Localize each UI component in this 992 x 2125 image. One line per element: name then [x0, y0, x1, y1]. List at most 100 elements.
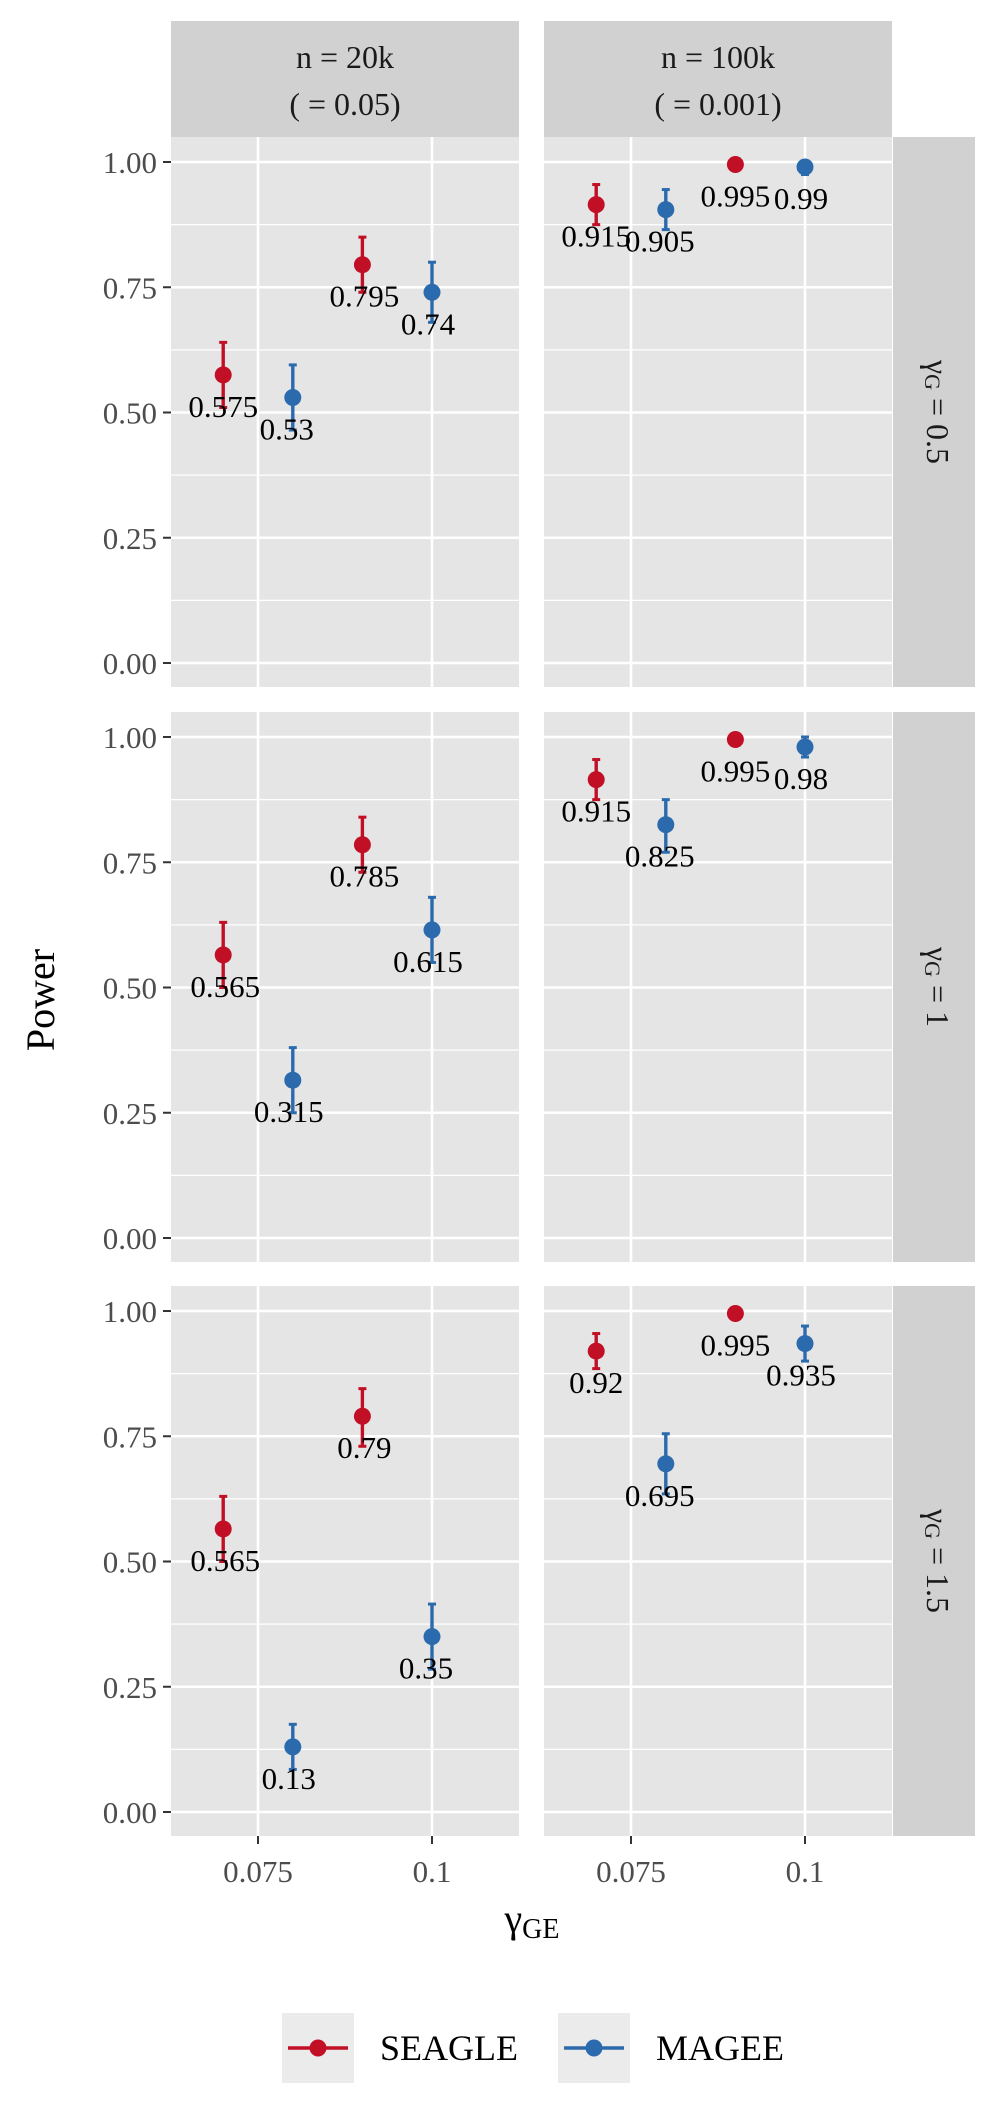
- seagle-point: [353, 836, 371, 854]
- magee-point: [796, 738, 814, 756]
- data-label: 0.915: [561, 794, 631, 829]
- x-tick-label: 0.1: [786, 1854, 825, 1889]
- y-tick-label: 0.00: [103, 1221, 157, 1256]
- data-label: 0.995: [701, 179, 771, 214]
- facet-strip-right-label: γG = 0.5: [920, 359, 956, 464]
- data-label: 0.565: [190, 1543, 260, 1578]
- magee-point-group: 0.615: [393, 895, 463, 979]
- magee-point: [657, 816, 675, 834]
- magee-point: [423, 1628, 441, 1646]
- legend-item-seagle: SEAGLE: [282, 2013, 518, 2083]
- magee-point-group: 0.315: [254, 1046, 324, 1129]
- seagle-point-group: 0.915: [561, 183, 631, 254]
- magee-point-group: 0.99: [774, 158, 828, 216]
- seagle-point-group: 0.575: [188, 340, 258, 424]
- data-label: 0.13: [262, 1761, 316, 1796]
- data-label: 0.785: [330, 859, 400, 894]
- seagle-point: [587, 1342, 605, 1360]
- magee-point-group: 0.74: [401, 260, 456, 341]
- y-tick-label: 0.00: [103, 1795, 157, 1830]
- seagle-point-group: 0.79: [337, 1387, 392, 1465]
- magee-point-group: 0.905: [625, 188, 695, 259]
- facet-panel: [171, 712, 519, 1262]
- seagle-point-group: 0.795: [330, 235, 400, 314]
- facet-panel: [171, 1286, 519, 1836]
- facet-strip-top-line1: n = 20k: [296, 39, 394, 75]
- seagle-point-group: 0.995: [701, 731, 771, 789]
- facet-strip-top-line1: n = 100k: [661, 39, 775, 75]
- seagle-point-group: 0.915: [561, 758, 631, 829]
- data-label: 0.35: [399, 1651, 453, 1686]
- magee-point: [284, 1071, 302, 1089]
- facet-panel: [544, 137, 892, 687]
- seagle-point: [587, 771, 605, 789]
- y-tick-label: 1.00: [103, 1294, 157, 1329]
- y-tick-label: 0.25: [103, 1096, 157, 1131]
- legend-label: MAGEE: [656, 2028, 784, 2068]
- seagle-point-group: 0.995: [701, 156, 771, 214]
- seagle-point: [353, 256, 371, 274]
- facet-panel: [171, 137, 519, 687]
- magee-point-group: 0.825: [625, 798, 695, 874]
- magee-point: [657, 1455, 675, 1473]
- facet-strip-right-label: γG = 1.5: [920, 1508, 956, 1613]
- seagle-point: [214, 1520, 232, 1538]
- data-label: 0.905: [625, 224, 695, 259]
- magee-point-group: 0.98: [774, 735, 828, 796]
- facet-strip-right-label: γG = 1: [920, 946, 956, 1027]
- magee-point: [657, 201, 675, 219]
- data-label: 0.995: [701, 1328, 771, 1363]
- y-tick-label: 0.50: [103, 1545, 157, 1580]
- data-label: 0.79: [337, 1430, 391, 1465]
- data-label: 0.825: [625, 839, 695, 874]
- x-tick-label: 0.075: [596, 1854, 666, 1889]
- facet-panel: [544, 1286, 892, 1836]
- magee-point: [423, 283, 441, 301]
- facet-strip-top: [171, 21, 519, 137]
- seagle-point: [214, 366, 232, 384]
- y-axis-title: Power: [18, 949, 63, 1051]
- x-axis-title: γGE: [503, 1896, 559, 1945]
- data-label: 0.74: [401, 306, 456, 341]
- magee-point: [796, 158, 814, 176]
- seagle-point-group: 0.995: [701, 1305, 771, 1363]
- facet-strip-right: [893, 1286, 975, 1836]
- seagle-point-group: 0.785: [330, 815, 400, 894]
- facet-strip-top-line2: ( = 0.001): [654, 86, 781, 122]
- y-tick-label: 0.50: [103, 396, 157, 431]
- y-tick-label: 1.00: [103, 720, 157, 755]
- legend-label: SEAGLE: [380, 2028, 518, 2068]
- y-tick-label: 0.00: [103, 646, 157, 681]
- data-label: 0.935: [766, 1358, 836, 1393]
- data-label: 0.92: [569, 1365, 623, 1400]
- y-tick-label: 0.25: [103, 1670, 157, 1705]
- magee-point: [284, 1738, 302, 1756]
- magee-point-group: 0.13: [262, 1722, 316, 1796]
- legend-key-point: [309, 2039, 327, 2057]
- data-label: 0.575: [188, 389, 258, 424]
- data-label: 0.99: [774, 181, 828, 216]
- y-tick-label: 0.25: [103, 521, 157, 556]
- data-label: 0.795: [330, 279, 400, 314]
- data-label: 0.995: [701, 754, 771, 789]
- seagle-point-group: 0.565: [190, 1494, 260, 1578]
- magee-point-group: 0.935: [766, 1324, 836, 1393]
- facet-strip-top-line2: ( = 0.05): [289, 86, 400, 122]
- seagle-point-group: 0.565: [190, 920, 260, 1004]
- x-tick-label: 0.1: [413, 1854, 452, 1889]
- facet-strip-right: [893, 712, 975, 1262]
- y-tick-label: 0.75: [103, 845, 157, 880]
- magee-point-group: 0.53: [260, 363, 314, 446]
- magee-point-group: 0.695: [625, 1432, 695, 1513]
- y-tick-label: 0.75: [103, 1419, 157, 1454]
- magee-point: [423, 921, 441, 939]
- data-label: 0.315: [254, 1094, 324, 1129]
- legend-item-magee: MAGEE: [558, 2013, 784, 2083]
- data-label: 0.565: [190, 969, 260, 1004]
- data-label: 0.615: [393, 944, 463, 979]
- facet-strip-top: [544, 21, 892, 137]
- x-tick-label: 0.075: [223, 1854, 293, 1889]
- y-tick-label: 0.50: [103, 971, 157, 1006]
